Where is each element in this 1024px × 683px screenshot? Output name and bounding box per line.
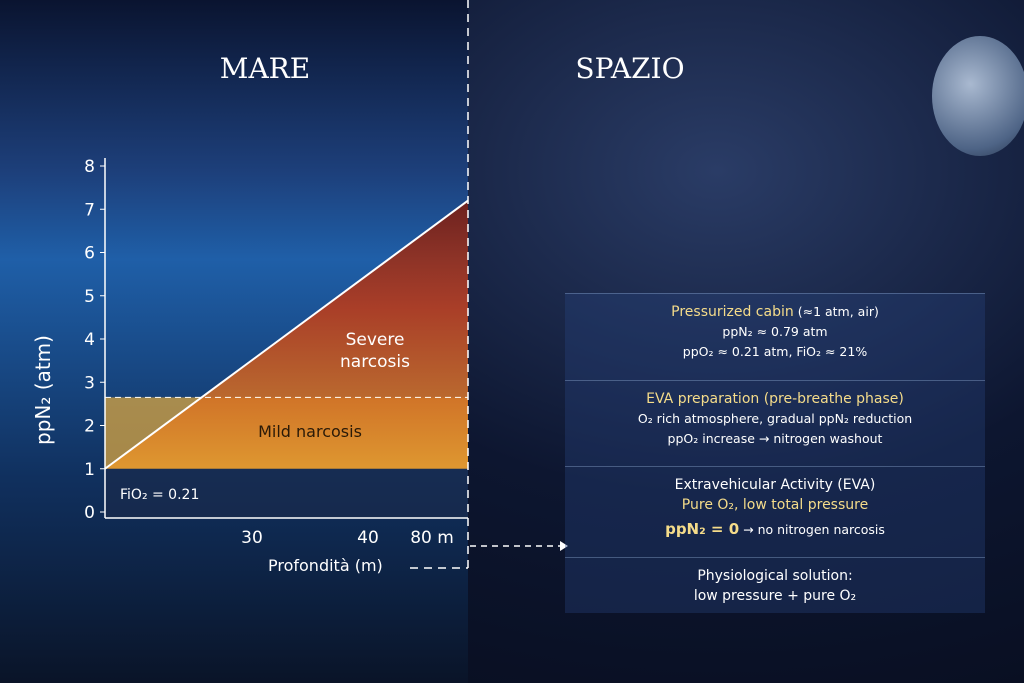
panel-title: EVA preparation (pre-breathe phase): [646, 391, 904, 407]
info-panel: Pressurized cabin (≈1 atm, air) ppN₂ ≈ 0.…: [565, 293, 985, 380]
y-tick-label: 2: [84, 417, 95, 437]
info-panel: EVA preparation (pre-breathe phase) O₂ ri…: [565, 380, 985, 466]
panel-line: Pure O₂, low total pressure: [681, 497, 869, 513]
severe-label-line: narcosis: [340, 352, 410, 372]
panel-title-row: Pressurized cabin (≈1 atm, air): [565, 302, 985, 322]
panel-line: ppO₂ ≈ 0.21 atm, FiO₂ ≈ 21%: [682, 344, 868, 359]
sea-title: MARE: [220, 52, 310, 85]
info-panel: Physiological solution: low pressure + pu…: [565, 557, 985, 613]
y-axis-label: ppN₂ (atm): [31, 335, 55, 445]
space-title: SPAZIO: [575, 52, 684, 85]
y-tick-label: 0: [84, 503, 95, 523]
fio2-label: FiO₂ = 0.21: [120, 487, 199, 503]
x-tick-label: 80 m: [410, 528, 454, 548]
fio2-zone: [105, 468, 468, 518]
panel-title-note: (≈1 atm, air): [797, 304, 879, 319]
info-panel: Extravehicular Activity (EVA) Pure O₂, lo…: [565, 466, 985, 557]
panel-title: Physiological solution:: [697, 568, 853, 584]
y-tick-label: 3: [84, 373, 95, 393]
arrow-head: [560, 541, 568, 551]
y-tick-label: 6: [84, 244, 95, 264]
panel-line: ppO₂ increase → nitrogen washout: [667, 431, 883, 446]
panel-highlight-row: ppN₂ = 0 → no nitrogen narcosis: [565, 519, 985, 540]
x-axis-label: Profondità (m): [268, 556, 383, 575]
panel-title: Extravehicular Activity (EVA): [674, 477, 876, 493]
panel-title-row: Extravehicular Activity (EVA): [565, 475, 985, 495]
panel-line: low pressure + pure O₂: [693, 588, 857, 604]
panel-line: ppN₂ ≈ 0.79 atm: [722, 324, 828, 339]
x-tick-label: 40: [357, 528, 379, 548]
x-tick-label: 30: [241, 528, 263, 548]
severe-label: Severe narcosis: [340, 330, 410, 372]
ppn2-line: [104, 199, 469, 470]
y-tick-label: 1: [84, 460, 95, 480]
panel-title-row: EVA preparation (pre-breathe phase): [565, 389, 985, 409]
panel-line: O₂ rich atmosphere, gradual ppN₂ reducti…: [637, 411, 913, 426]
moon: [932, 36, 1024, 156]
panels: Pressurized cabin (≈1 atm, air) ppN₂ ≈ 0.…: [565, 293, 985, 613]
y-tick-label: 4: [84, 330, 95, 350]
panel-title: Pressurized cabin: [671, 304, 794, 320]
mild-label: Mild narcosis: [258, 422, 362, 441]
severe-label-line: Severe: [346, 330, 405, 350]
y-tick-label: 5: [84, 287, 95, 307]
panel-highlight: ppN₂ = 0: [665, 520, 740, 538]
y-tick-label: 8: [84, 157, 95, 177]
panel-title-row: Physiological solution:: [565, 566, 985, 586]
panel-highlight-note: → no nitrogen narcosis: [743, 522, 885, 537]
y-tick-label: 7: [84, 200, 95, 220]
